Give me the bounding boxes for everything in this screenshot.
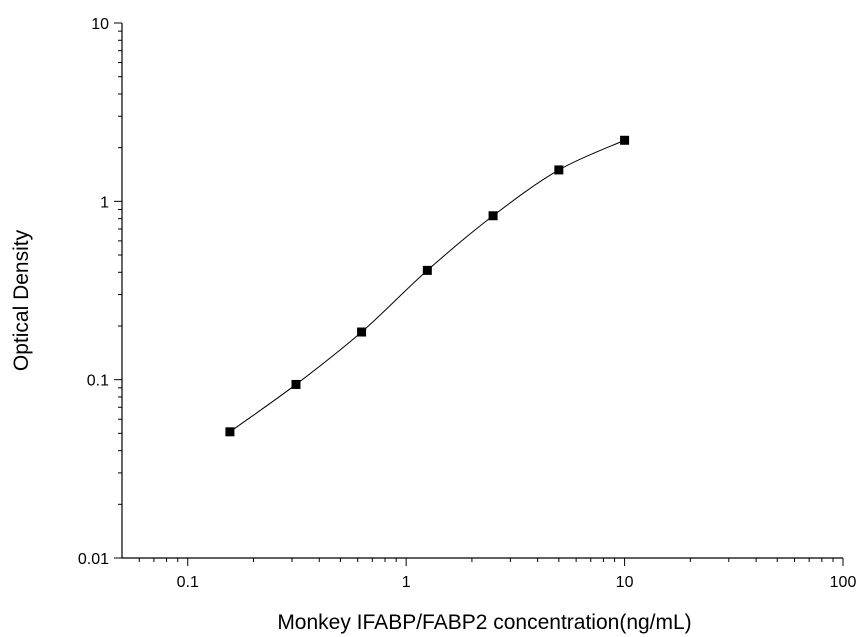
tick-labels: 0.1 1 10 100 0.01 0.1 1 10	[78, 16, 857, 591]
data-point-marker	[357, 328, 366, 337]
ticks	[114, 23, 843, 566]
data-point-marker	[489, 211, 498, 220]
y-tick-label: 1	[100, 194, 109, 211]
y-tick-label: 0.1	[87, 373, 109, 390]
x-tick-label: 10	[616, 574, 634, 591]
data-point-marker	[291, 380, 300, 389]
x-tick-label: 0.1	[177, 574, 199, 591]
data-point-marker	[554, 165, 563, 174]
y-tick-label: 10	[91, 16, 109, 33]
data-point-marker	[225, 427, 234, 436]
y-axis-label: Optical Density	[10, 229, 33, 371]
axes	[122, 23, 843, 558]
data-points	[225, 136, 629, 437]
y-tick-label: 0.01	[78, 551, 109, 568]
x-tick-label: 1	[402, 574, 411, 591]
data-point-marker	[620, 136, 629, 145]
data-point-marker	[423, 266, 432, 275]
x-axis-label: Monkey IFABP/FABP2 concentration(ng/mL)	[277, 611, 691, 634]
x-tick-label: 100	[830, 574, 857, 591]
fit-curve	[230, 140, 625, 432]
